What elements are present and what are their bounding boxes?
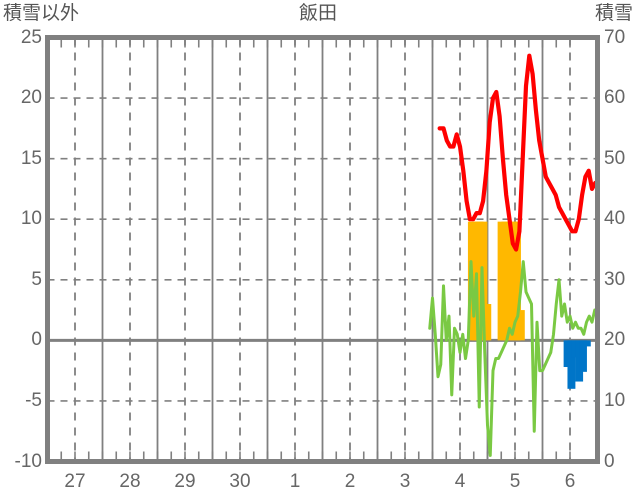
- y-axis-right-tick-label: 10: [604, 389, 626, 411]
- line-series-layer: [428, 53, 598, 457]
- right-axis-title: 積雪: [594, 3, 633, 24]
- axis-frame: [45, 35, 600, 464]
- left-axis-title: 積雪以外: [3, 3, 80, 24]
- plot-frame: [45, 35, 600, 464]
- line-気温: [428, 260, 597, 457]
- bar-降水量: [516, 310, 525, 341]
- y-axis-left-tick-label: 15: [20, 147, 42, 169]
- x-axis-tick-label: 28: [119, 470, 141, 492]
- x-axis-tick-label: 5: [509, 470, 521, 492]
- x-axis-tick-label: 29: [174, 470, 196, 492]
- x-axis-tick-label: 4: [454, 470, 466, 492]
- bar-降雪: [579, 340, 587, 372]
- y-axis-right-tick-label: 30: [604, 268, 626, 290]
- y-axis-left-tick-label: 5: [31, 268, 42, 290]
- x-axis-tick-label: 3: [399, 470, 411, 492]
- bar-降水量: [483, 304, 492, 341]
- chart-title: 飯田: [298, 3, 337, 24]
- y-axis-right-tick-label: 60: [604, 87, 626, 109]
- y-axis-right-tick-label: 70: [604, 26, 626, 48]
- y-axis-left-tick-label: -10: [14, 450, 42, 472]
- x-axis-tick-label: 6: [564, 470, 576, 492]
- y-axis-left-tick-label: 0: [31, 329, 42, 351]
- bar-降水量: [513, 221, 521, 341]
- bar-降雪: [567, 340, 576, 389]
- y-axis-right-tick-label: 20: [604, 329, 626, 351]
- x-axis-tick-label: 1: [289, 470, 301, 492]
- y-axis-left-tick-label: 20: [20, 87, 42, 109]
- x-axis-tick-label: 27: [64, 470, 86, 492]
- axis-ticks: [60, 40, 571, 459]
- y-axis-left-tick-label: -5: [25, 389, 42, 411]
- y-axis-right-tick-label: 50: [604, 147, 626, 169]
- y-axis-left-tick-label: 25: [20, 26, 42, 48]
- x-axis-tick-label: 2: [344, 470, 356, 492]
- y-axis-right-tick-label: 40: [604, 208, 626, 230]
- line-積雪: [437, 53, 598, 252]
- y-axis-left-tick-label: 10: [20, 208, 42, 230]
- x-axis-tick-label: 30: [229, 470, 251, 492]
- bar-降雪: [582, 340, 591, 347]
- y-axis-right-tick-label: 0: [604, 450, 615, 472]
